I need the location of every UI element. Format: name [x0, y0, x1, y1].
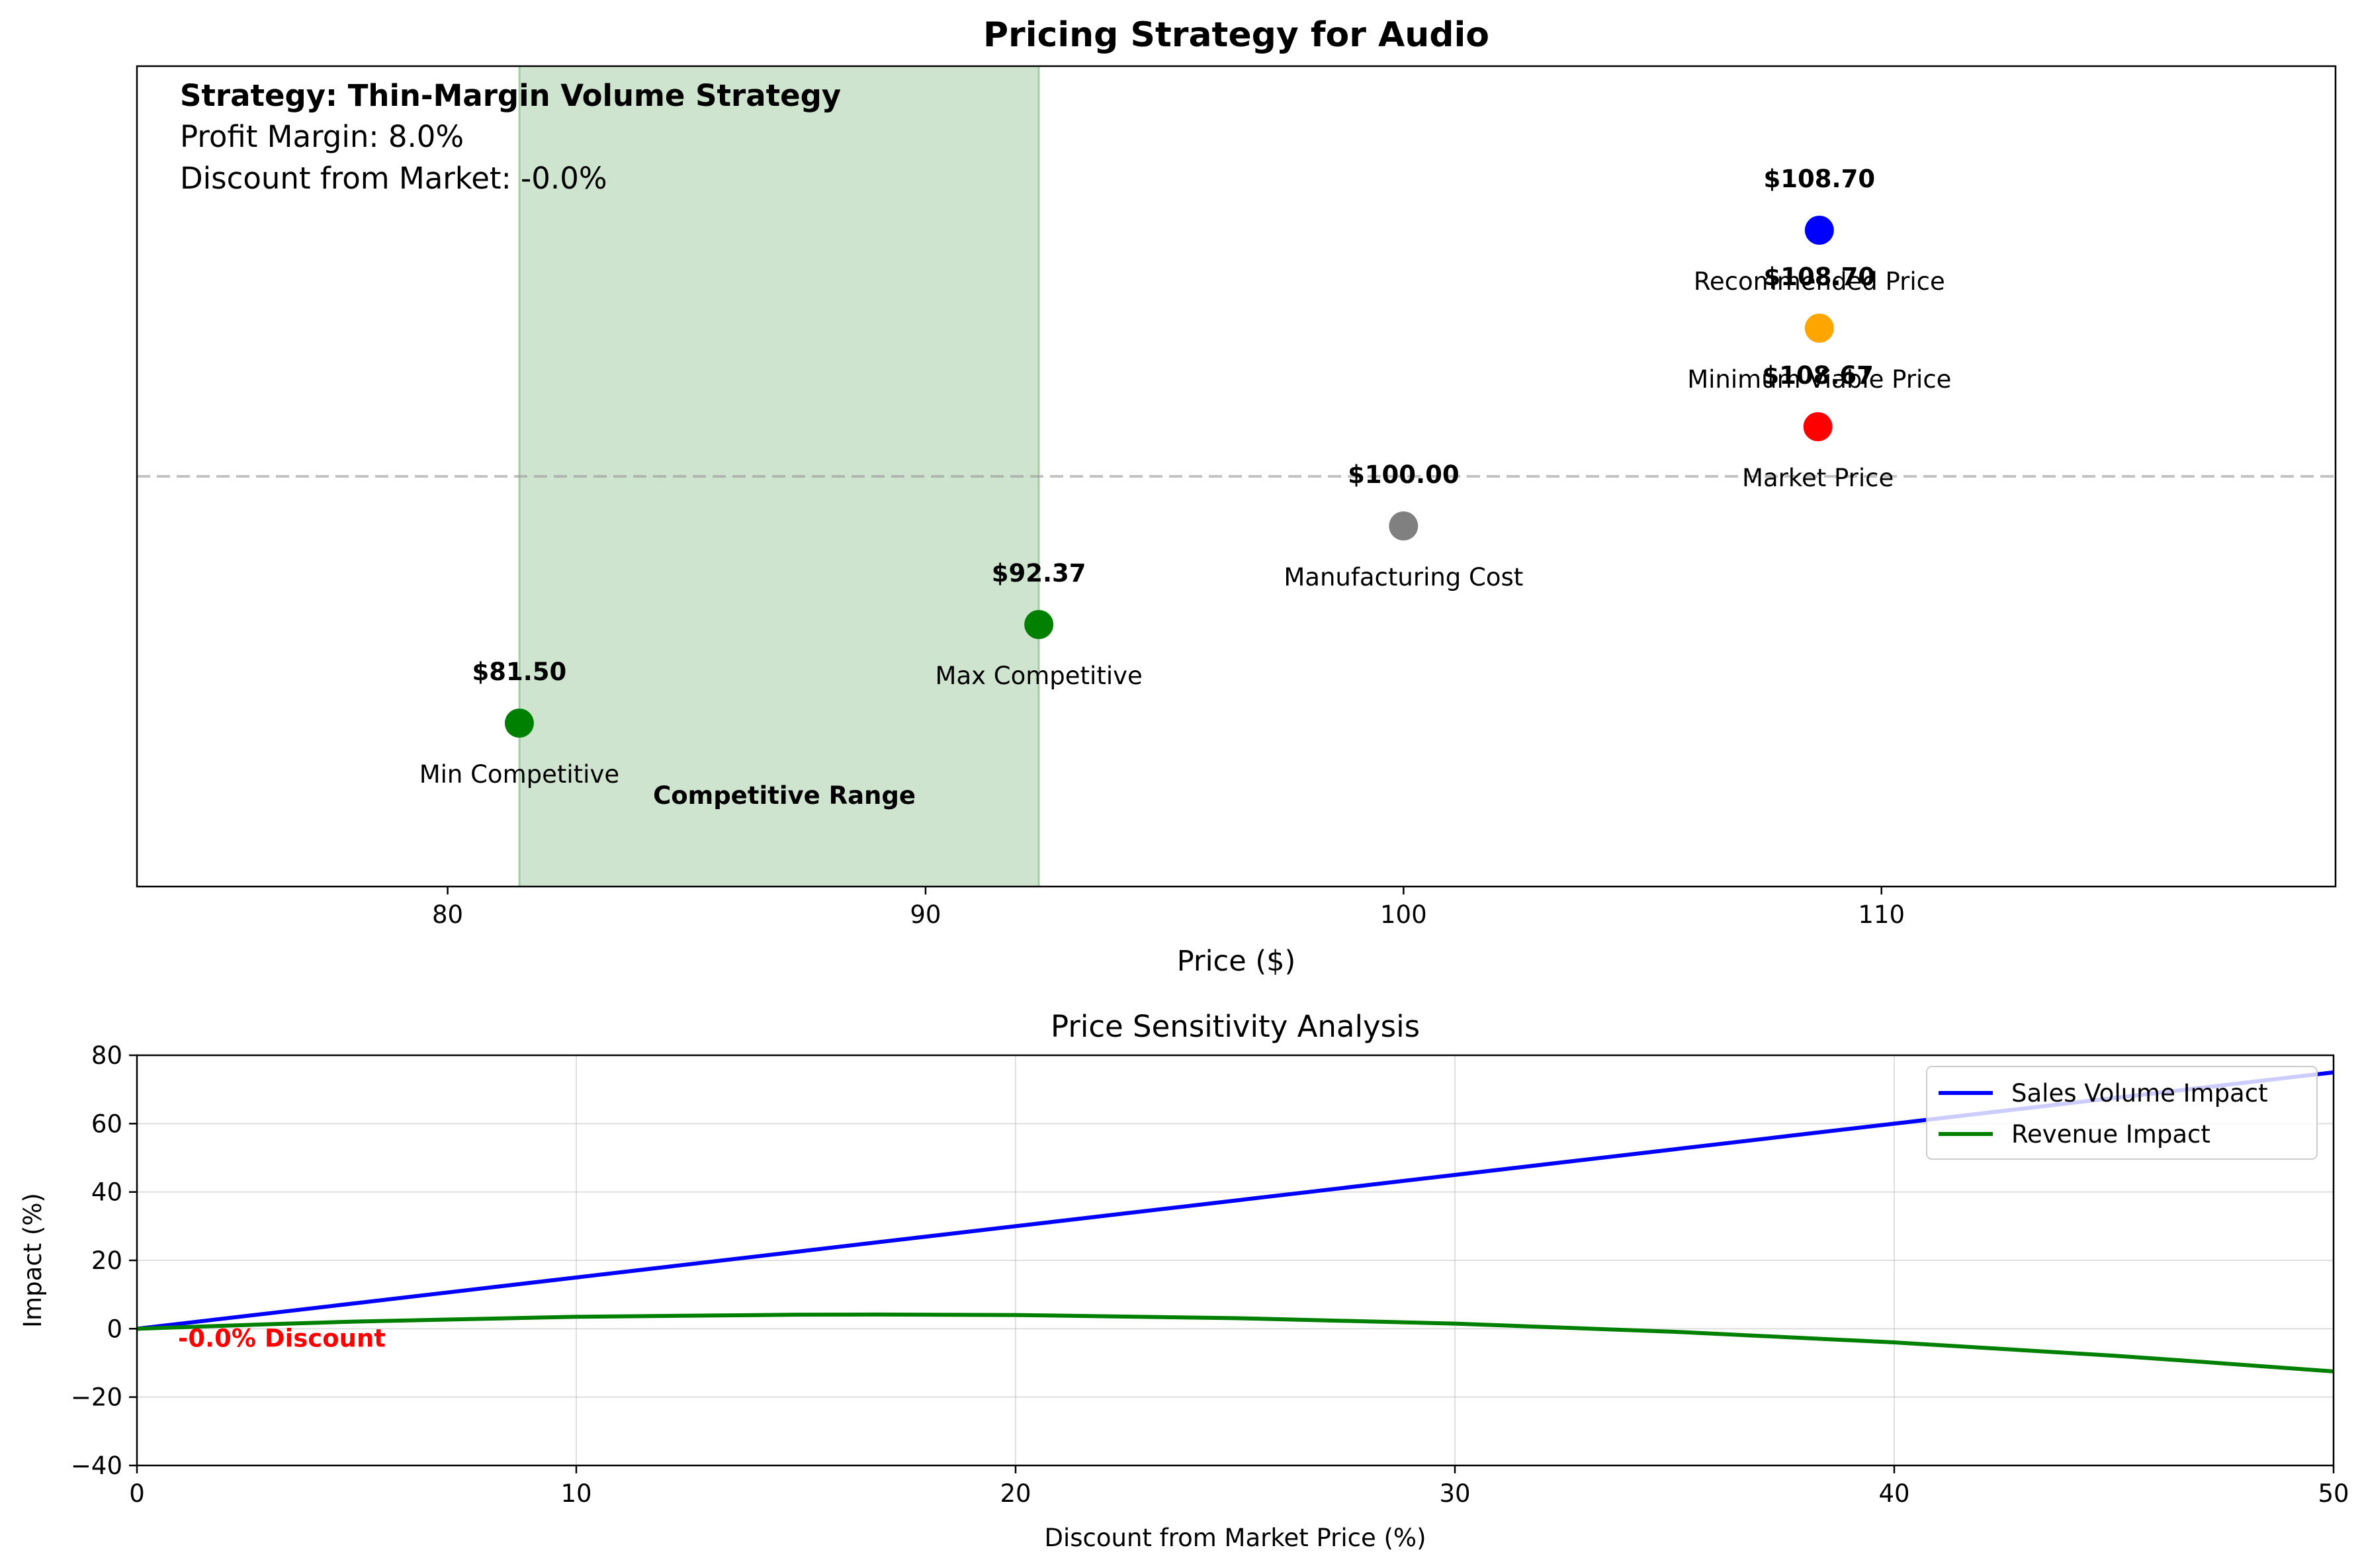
y-axis-label: Impact (%): [19, 1193, 47, 1328]
price-marker: [1803, 412, 1833, 441]
x-tick-label: 0: [129, 1479, 145, 1508]
x-tick-label: 10: [560, 1479, 591, 1508]
price-value-label: $92.37: [992, 559, 1086, 588]
x-axis-ticks: 0 10 20 30 40 50: [129, 1465, 2349, 1508]
x-tick-label: 100: [1380, 900, 1427, 929]
x-axis-label: Discount from Market Price (%): [1044, 1524, 1426, 1552]
price-name-label: Market Price: [1742, 464, 1894, 492]
pricing-strategy-chart: Pricing Strategy for Audio $81.50 Min Com…: [136, 15, 2337, 978]
price-point: $92.37 Max Competitive: [936, 559, 1143, 690]
legend-box: [1926, 1066, 2318, 1160]
legend-label: Sales Volume Impact: [2011, 1079, 2268, 1108]
strategy-info-box: Strategy: Thin-Margin Volume Strategy Pr…: [180, 78, 841, 196]
y-tick-label: 0: [107, 1315, 122, 1343]
price-point: $108.70 Minimum Viable Price: [1687, 263, 1951, 394]
x-tick-label: 110: [1858, 900, 1905, 929]
plot-frame: [136, 65, 2337, 888]
discount-label: Discount from Market: -0.0%: [180, 161, 607, 196]
price-point: $81.50 Min Competitive: [419, 658, 619, 789]
price-marker: [1389, 511, 1419, 541]
price-name-label: Manufacturing Cost: [1284, 563, 1523, 591]
x-tick-label: 50: [2318, 1479, 2349, 1508]
y-tick-label: 60: [91, 1110, 122, 1138]
x-tick-label: 30: [1439, 1479, 1470, 1508]
x-tick-label: 20: [1000, 1479, 1031, 1508]
x-axis-label: Price ($): [1177, 945, 1295, 978]
price-name-label: Recommended Price: [1694, 267, 1945, 296]
price-value-label: $81.50: [472, 658, 567, 686]
price-sensitivity-chart: Price Sensitivity Analysis 0 10 20 30 40 50 −…: [19, 1009, 2349, 1552]
competitive-range-label: Competitive Range: [653, 781, 916, 810]
chart-title: Price Sensitivity Analysis: [1051, 1009, 1420, 1044]
price-points: $81.50 Min Competitive $92.37 Max Competiti…: [419, 165, 1952, 789]
x-axis-ticks: 80 90 100 110: [432, 887, 1905, 929]
legend: Sales Volume Impact Revenue Impact: [1926, 1066, 2318, 1160]
discount-annotation: -0.0% Discount: [178, 1324, 386, 1352]
x-tick-label: 40: [1878, 1479, 1909, 1508]
price-value-label: $100.00: [1348, 460, 1460, 489]
price-name-label: Min Competitive: [419, 760, 619, 789]
price-marker: [504, 709, 534, 738]
price-value-label: $108.70: [1764, 263, 1876, 291]
price-name-label: Minimum Viable Price: [1687, 365, 1951, 394]
price-point: $100.00 Manufacturing Cost: [1284, 460, 1523, 591]
profit-margin-label: Profit Margin: 8.0%: [180, 119, 464, 154]
price-name-label: Max Competitive: [936, 662, 1143, 690]
price-value-label: $108.67: [1762, 361, 1874, 390]
price-marker: [1804, 216, 1834, 245]
chart-title: Pricing Strategy for Audio: [983, 15, 1489, 55]
y-tick-label: 80: [91, 1041, 122, 1070]
y-axis-ticks: −40 −20 0 20 40 60 80: [71, 1041, 137, 1480]
price-point: $108.67 Market Price: [1742, 361, 1894, 492]
price-marker: [1804, 314, 1834, 343]
y-tick-label: −40: [71, 1452, 122, 1480]
x-tick-label: 80: [432, 900, 463, 929]
legend-label: Revenue Impact: [2011, 1120, 2210, 1149]
price-marker: [1024, 610, 1054, 639]
series-line: [136, 1312, 2334, 1373]
x-tick-label: 90: [910, 900, 941, 929]
y-tick-label: 40: [91, 1178, 122, 1207]
plot-frame: [136, 1054, 2335, 1467]
y-tick-label: −20: [71, 1383, 122, 1412]
y-tick-label: 20: [91, 1246, 122, 1275]
strategy-label: Strategy: Thin-Margin Volume Strategy: [180, 78, 841, 113]
price-value-label: $108.70: [1764, 165, 1876, 193]
